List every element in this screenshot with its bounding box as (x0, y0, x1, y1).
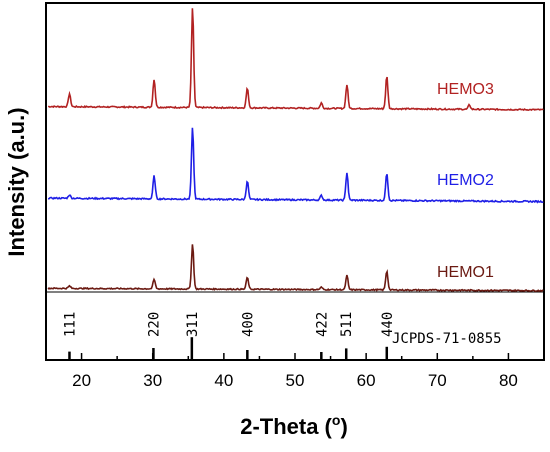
series-line-hemo1 (47, 244, 544, 293)
series-line-hemo2 (48, 127, 544, 204)
reference-index-440: 440 (380, 312, 396, 337)
x-tick-label-40: 40 (214, 371, 233, 390)
reference-index-220: 220 (146, 312, 162, 337)
x-axis-ticks: 20 30 40 50 60 70 80 (45, 353, 545, 390)
series-label-hemo3: HEMO3 (437, 81, 494, 98)
x-tick-label-70: 70 (428, 371, 447, 390)
x-tick-label-20: 20 (72, 371, 91, 390)
x-axis-title: 2-Theta (o) (240, 412, 348, 439)
reference-index-311: 311 (185, 312, 201, 337)
reference-index-400: 400 (240, 312, 256, 337)
x-tick-label-80: 80 (499, 371, 518, 390)
series-layer: HEMO3 HEMO2 HEMO1 (47, 8, 544, 293)
x-axis-unit: o (332, 412, 341, 428)
series-label-hemo1: HEMO1 (437, 264, 494, 281)
series-label-hemo2: HEMO2 (437, 172, 494, 189)
x-tick-label-30: 30 (143, 371, 162, 390)
reference-index-511: 511 (339, 312, 355, 337)
reference-index-422: 422 (314, 312, 330, 337)
reference-card-label: JCPDS-71-0855 (392, 331, 502, 347)
reference-index-111: 111 (62, 312, 78, 337)
series-line-hemo3 (48, 8, 544, 112)
x-tick-label-60: 60 (357, 371, 376, 390)
y-axis-title: Intensity (a.u.) (4, 107, 29, 256)
x-tick-label-50: 50 (286, 371, 305, 390)
